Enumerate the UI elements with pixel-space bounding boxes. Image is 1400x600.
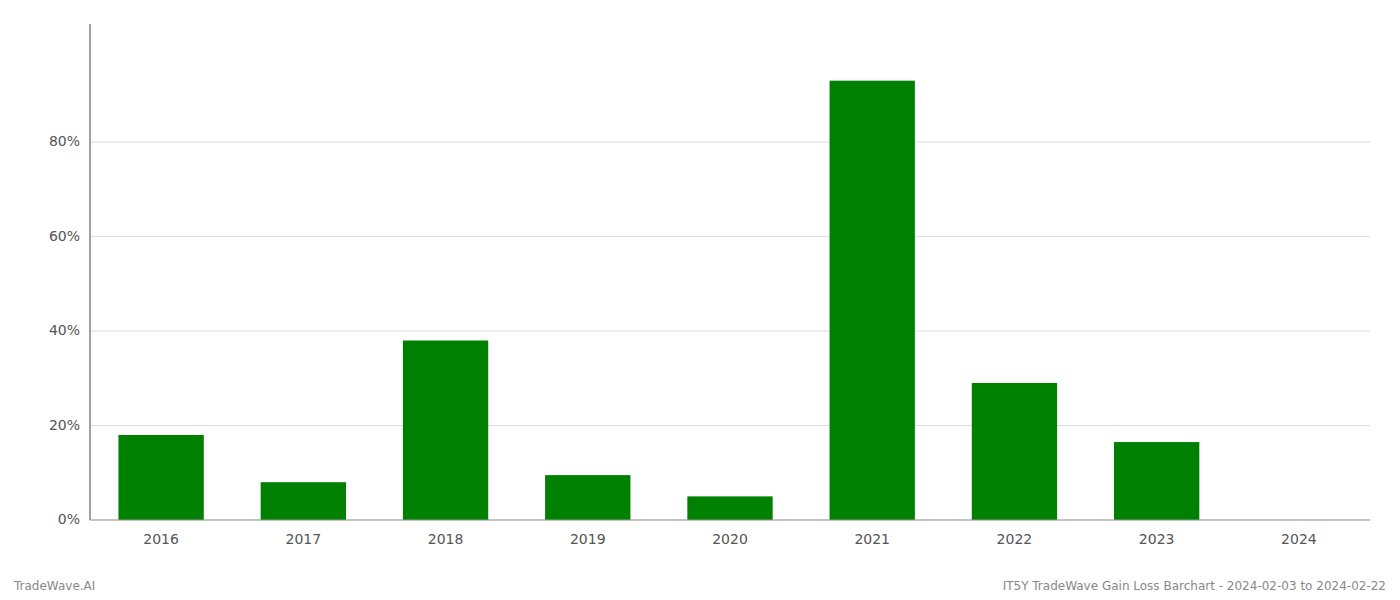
y-tick-label: 60% [49,228,80,244]
y-tick-label: 80% [49,133,80,149]
x-tick-label: 2022 [997,531,1033,547]
page: {"chart_data": {"type": "bar", "categori… [0,0,1400,600]
y-tick-label: 0% [58,511,80,527]
bar [118,435,203,520]
y-axis-ticks: 0% 20% 40% 60% 80% [49,133,80,527]
x-tick-label: 2019 [570,531,606,547]
grid-line [90,142,1370,143]
x-tick-label: 2021 [854,531,890,547]
bar [545,475,630,520]
bar [261,482,346,520]
bar [1114,442,1199,520]
bars [118,81,1199,520]
bar [403,340,488,520]
footer-text: TradeWave.AI [13,579,95,593]
grid-line [90,520,1370,521]
x-tick-label: 2024 [1281,531,1317,547]
y-tick-label: 20% [49,417,80,433]
x-tick-label: 2017 [286,531,322,547]
x-tick-label: 2020 [712,531,748,547]
x-tick-label: 2016 [143,531,179,547]
grid-line [90,425,1370,426]
chart-container: 0%20%40%60%80%20162017201820192020202120… [0,0,1400,600]
grid-line [90,331,1370,332]
x-tick-label: 2018 [428,531,464,547]
bar [972,383,1057,520]
chart-svg: 0%20%40%60%80%20162017201820192020202120… [0,0,1400,600]
bar [687,496,772,520]
x-axis-ticks: 2016 2017 2018 2019 2020 2021 2022 2023 2024 [143,531,1316,547]
x-axis-line [90,520,1370,521]
grid [90,142,1370,520]
x-tick-label: 2023 [1139,531,1175,547]
bar [830,81,915,520]
y-axis-line [90,24,91,520]
y-tick-label: 40% [49,322,80,338]
footer-text: IT5Y TradeWave Gain Loss Barchart - 2024… [1003,579,1386,593]
grid-line [90,236,1370,237]
